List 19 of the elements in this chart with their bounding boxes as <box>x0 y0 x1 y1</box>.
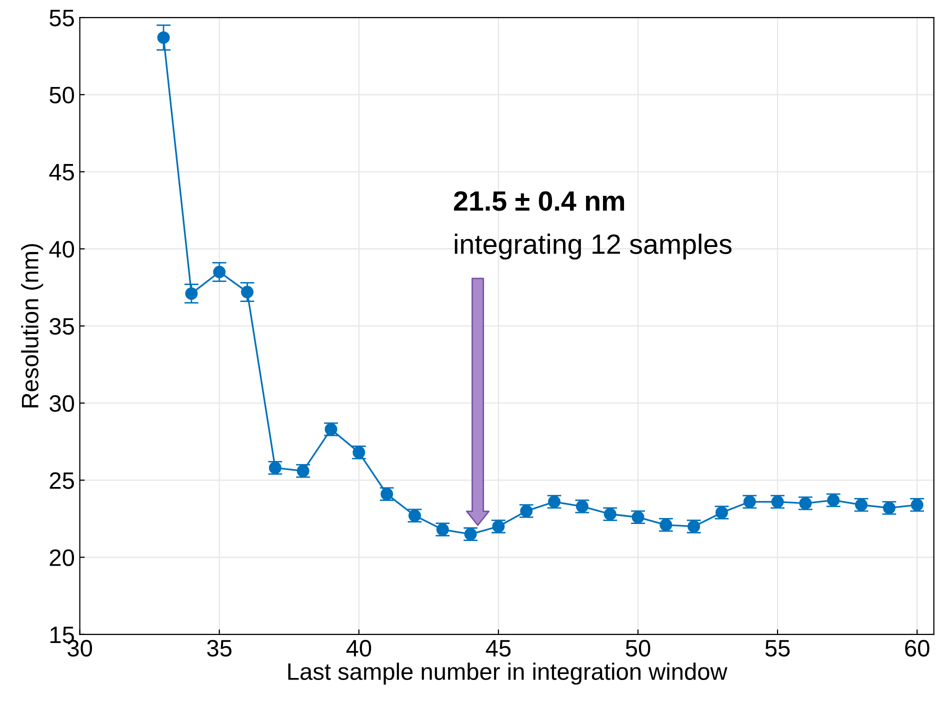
x-tick-label: 40 <box>346 640 372 657</box>
y-tick-label: 55 <box>50 10 74 26</box>
annotation: 21.5 ± 0.4 nm <box>454 191 624 211</box>
point <box>157 31 170 44</box>
y-tick-label: 45 <box>49 164 74 181</box>
y-axis-title: Resolution (nm) <box>21 244 44 408</box>
y-tick-label: 40 <box>49 240 74 258</box>
y-tick-label: 20 <box>50 549 74 566</box>
x-tick-label: 45 <box>486 640 511 657</box>
y-tick-label: 25 <box>50 472 74 489</box>
y-tick-label: 50 <box>50 86 74 104</box>
y-tick-label: 30 <box>50 395 74 412</box>
y-tick-label: 35 <box>50 318 74 335</box>
x-axis-title: Last sample number in integration window <box>288 662 728 685</box>
x-tick-label: 50 <box>626 640 650 657</box>
x-tick-label: 35 <box>207 640 232 657</box>
x-tick-label: 60 <box>905 640 930 657</box>
annotation: integrating 12 samples <box>454 234 732 260</box>
x-tick-label: 55 <box>765 640 790 657</box>
